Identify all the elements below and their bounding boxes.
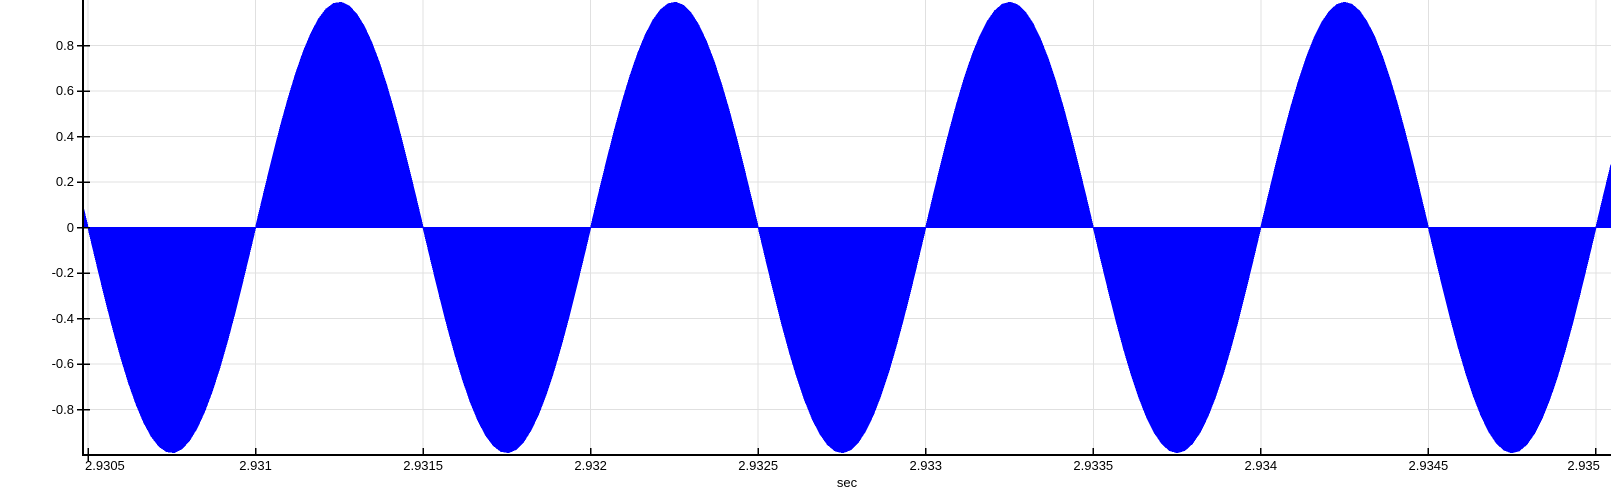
y-tick-label: 0.4 bbox=[55, 128, 74, 144]
x-tick-label: 2.9335 bbox=[1073, 458, 1114, 473]
x-tick-label: 2.931 bbox=[239, 458, 272, 473]
x-tick-label: 2.9315 bbox=[403, 458, 443, 473]
y-tick-label: 0.6 bbox=[55, 83, 74, 98]
y-tick-label: -0.8 bbox=[51, 401, 74, 417]
y-tick-label: 0.8 bbox=[55, 37, 74, 53]
x-tick-label: 2.933 bbox=[909, 458, 943, 473]
y-tick-label: -0.2 bbox=[51, 265, 74, 280]
x-tick-label: 2.934 bbox=[1244, 458, 1278, 473]
y-tick-label: 0 bbox=[66, 219, 74, 235]
x-tick-label: 2.9325 bbox=[738, 458, 779, 473]
x-axis-title: sec bbox=[836, 475, 858, 490]
y-tick-label: 0.2 bbox=[55, 174, 74, 189]
x-tick-label: 2.935 bbox=[1567, 458, 1600, 473]
x-tick-label: 2.9345 bbox=[1408, 458, 1449, 473]
y-tick-label: -0.4 bbox=[51, 310, 74, 326]
x-tick-label: 2.932 bbox=[574, 458, 607, 473]
y-tick-label: -0.6 bbox=[51, 356, 74, 371]
waveform-area bbox=[82, 1, 1611, 454]
x-tick-label: 2.9305 bbox=[85, 458, 125, 473]
